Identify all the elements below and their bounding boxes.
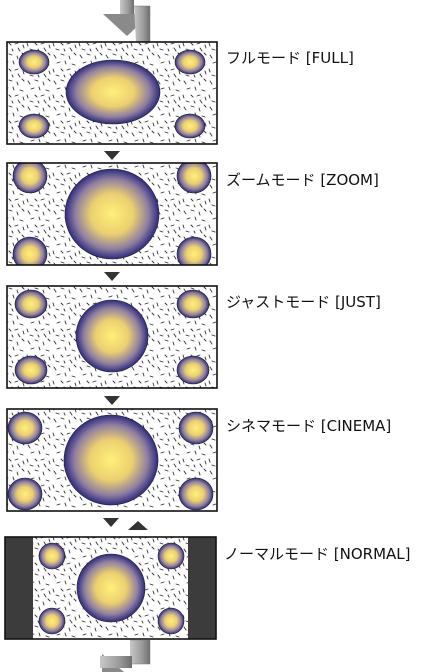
triangle-down-icon xyxy=(104,396,120,405)
center-ball xyxy=(64,168,160,260)
center-ball xyxy=(75,299,149,373)
mode-full: フルモード [FULL] xyxy=(6,41,354,145)
corner-ball xyxy=(178,477,214,511)
corner-ball xyxy=(176,289,210,319)
center-ball xyxy=(65,59,161,125)
corner-ball xyxy=(12,236,48,265)
mode-label-full: フルモード [FULL] xyxy=(226,49,354,67)
mode-zoom: ズームモード [ZOOM] xyxy=(6,162,379,266)
side-bar-left xyxy=(5,537,33,639)
mode-normal: ノーマルモード [NORMAL] xyxy=(4,536,410,640)
corner-ball xyxy=(176,163,212,194)
center-ball xyxy=(63,414,159,506)
corner-ball xyxy=(7,477,43,511)
corner-ball xyxy=(157,607,185,635)
triangle-up-icon xyxy=(128,521,148,530)
triangle-down-icon xyxy=(104,272,120,281)
mode-label-normal: ノーマルモード [NORMAL] xyxy=(224,545,410,563)
corner-ball xyxy=(18,113,50,139)
corner-ball xyxy=(157,542,185,570)
mode-label-zoom: ズームモード [ZOOM] xyxy=(226,171,379,189)
mode-label-cinema: シネマモード [CINEMA] xyxy=(226,417,391,435)
corner-ball xyxy=(18,49,50,75)
triangle-down-icon xyxy=(103,518,119,527)
mode-label-just: ジャストモード [JUST] xyxy=(226,293,381,311)
corner-ball xyxy=(176,355,210,385)
loop-arrow-icon xyxy=(103,0,151,43)
corner-ball xyxy=(174,113,206,139)
loop-arrow-icon xyxy=(100,639,151,672)
corner-ball xyxy=(38,542,66,570)
mode-cinema: シネマモード [CINEMA] xyxy=(6,408,391,512)
corner-ball xyxy=(174,49,206,75)
corner-ball xyxy=(178,411,214,445)
corner-ball xyxy=(12,163,48,194)
mode-just: ジャストモード [JUST] xyxy=(6,285,381,389)
triangle-down-icon xyxy=(104,151,120,160)
corner-ball xyxy=(176,236,212,265)
corner-ball xyxy=(14,355,48,385)
side-bar-right xyxy=(188,537,216,639)
corner-ball xyxy=(7,411,43,445)
corner-ball xyxy=(14,289,48,319)
center-ball xyxy=(76,553,146,623)
corner-ball xyxy=(38,607,66,635)
